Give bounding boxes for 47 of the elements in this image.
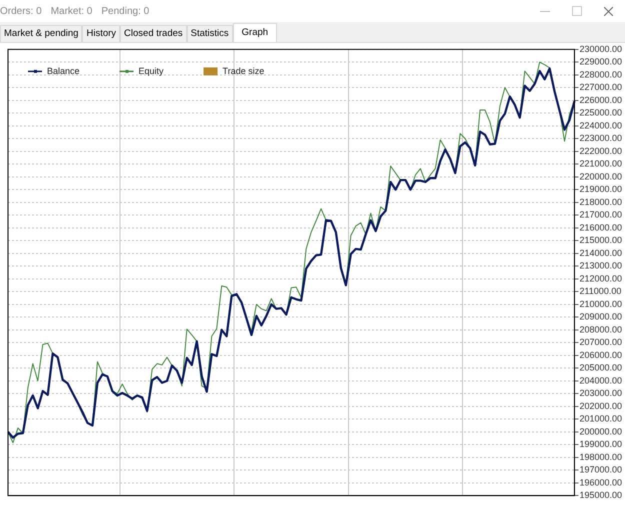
y-tick-label: 214000.00 xyxy=(579,248,622,258)
legend-label: Equity xyxy=(138,66,164,76)
text: Pending: 0 xyxy=(101,6,150,16)
y-tick-label: 199000.00 xyxy=(579,439,622,450)
y-tick-label: 225000.00 xyxy=(579,108,622,118)
y-tick-label: 218000.00 xyxy=(579,196,622,207)
y-tick-label: 227000.00 xyxy=(579,82,622,92)
y-tick-label: 224000.00 xyxy=(579,120,622,130)
text: Market: 0 xyxy=(50,6,92,16)
y-tick-label: 206000.00 xyxy=(579,350,622,360)
y-tick-label: 217000.00 xyxy=(579,210,622,220)
y-tick-label: 221000.00 xyxy=(579,158,622,169)
y-tick-label: 202000.00 xyxy=(579,400,622,411)
y-tick-label: 195000.00 xyxy=(579,490,622,500)
y-tick-label: 203000.00 xyxy=(579,388,622,398)
text: Orders: 0 xyxy=(0,6,42,16)
y-tick-label: 226000.00 xyxy=(579,94,622,105)
legend-label: Trade size xyxy=(222,66,264,76)
y-tick-label: 208000.00 xyxy=(579,324,622,334)
y-tick-label: 204000.00 xyxy=(579,375,622,386)
y-tick-label: 216000.00 xyxy=(579,222,622,232)
legend-label: Balance xyxy=(47,66,80,76)
text: Graph xyxy=(232,23,278,42)
y-tick-label: 200000.00 xyxy=(579,426,622,436)
y-tick-label: 229000.00 xyxy=(579,56,622,67)
y-tick-label: 220000.00 xyxy=(579,171,622,182)
y-tick-label: 223000.00 xyxy=(579,133,622,144)
y-tick-label: 198000.00 xyxy=(579,452,622,462)
y-tick-label: 211000.00 xyxy=(579,286,622,296)
y-tick-label: 207000.00 xyxy=(579,337,622,348)
text: Market & pending xyxy=(0,25,82,42)
text: Statistics xyxy=(186,25,233,42)
y-tick-label: 213000.00 xyxy=(579,260,622,271)
y-tick-label: 212000.00 xyxy=(579,273,622,284)
text: History xyxy=(82,25,120,42)
y-tick-label: 215000.00 xyxy=(579,235,622,246)
y-tick-label: 197000.00 xyxy=(579,464,622,475)
y-tick-label: 205000.00 xyxy=(579,362,622,373)
y-tick-label: 196000.00 xyxy=(579,477,622,488)
y-tick-label: 219000.00 xyxy=(579,184,622,194)
y-tick-label: 222000.00 xyxy=(579,146,622,156)
y-tick-label: 201000.00 xyxy=(579,414,622,424)
text: Closed trades xyxy=(120,25,187,42)
y-tick-label: 230000.00 xyxy=(579,44,622,54)
y-tick-label: 209000.00 xyxy=(579,312,622,322)
y-tick-label: 210000.00 xyxy=(579,298,622,309)
y-tick-label: 228000.00 xyxy=(579,69,622,80)
